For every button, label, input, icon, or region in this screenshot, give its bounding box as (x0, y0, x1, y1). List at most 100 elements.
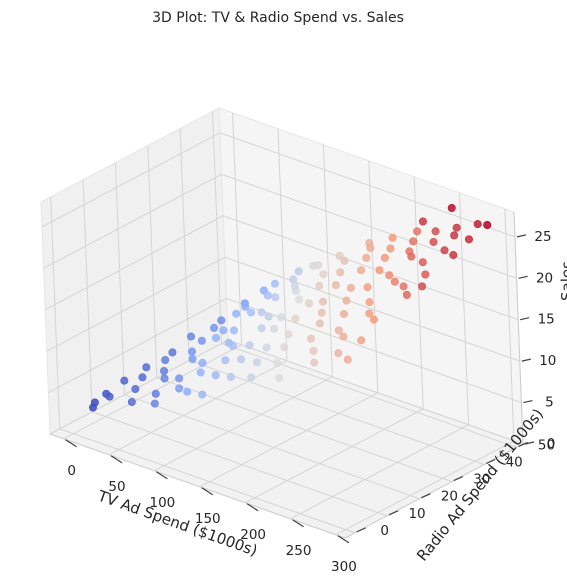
z-gridline (46, 256, 520, 362)
data-point (151, 389, 160, 398)
z-tick-mark (520, 317, 530, 321)
z-tick-mark (518, 275, 528, 279)
data-point (319, 270, 328, 279)
data-point (221, 356, 230, 365)
data-point (229, 326, 238, 335)
data-point (273, 359, 282, 368)
data-point (175, 384, 184, 393)
z-gridline (43, 173, 517, 279)
data-point (413, 227, 422, 236)
data-point (409, 237, 418, 246)
data-point (284, 330, 293, 339)
data-point (291, 287, 300, 296)
x-tick-label: 300 (331, 559, 357, 575)
data-point (335, 251, 344, 260)
data-point (346, 283, 355, 292)
y-tick-mark (388, 510, 399, 516)
data-point (305, 299, 314, 308)
x-tick-mark (246, 503, 259, 512)
data-point (310, 358, 319, 367)
data-point (291, 314, 300, 323)
z-axis-label: Sales (558, 261, 567, 301)
x-tick-label: 50 (108, 479, 125, 495)
chart-title: 3D Plot: TV & Radio Spend vs. Sales (152, 10, 404, 26)
y-tick-mark (421, 493, 431, 499)
data-point (309, 346, 318, 355)
data-point (418, 217, 427, 226)
data-point (390, 277, 399, 286)
x-tick-label: 150 (195, 511, 221, 527)
data-point (264, 312, 273, 321)
data-point (315, 319, 324, 328)
gridlines (41, 111, 524, 536)
data-point (280, 343, 289, 352)
data-point (212, 333, 221, 342)
data-point (307, 334, 316, 343)
data-point (88, 403, 97, 412)
data-point (450, 231, 459, 240)
data-point (142, 363, 151, 372)
data-point (319, 297, 328, 306)
data-point (365, 309, 374, 318)
data-point (339, 309, 348, 318)
y-tick-label: 40 (506, 455, 523, 471)
data-point (336, 268, 345, 277)
data-point (197, 336, 206, 345)
data-point (161, 356, 170, 365)
data-point (440, 246, 449, 255)
data-point (247, 308, 256, 317)
data-point (131, 385, 140, 394)
data-point (342, 296, 351, 305)
data-point (270, 324, 279, 333)
data-point (334, 326, 343, 335)
data-point (289, 275, 298, 284)
data-point (187, 332, 196, 341)
x-tick-mark (292, 519, 304, 528)
data-point (168, 348, 177, 357)
data-point (263, 291, 272, 300)
data-point (219, 326, 228, 335)
x-tick-mark (65, 439, 77, 448)
z-gridline (41, 132, 516, 238)
data-point (357, 266, 366, 275)
data-point (257, 324, 266, 333)
z-tick-label: 15 (538, 312, 555, 328)
x-axis-line (49, 433, 346, 539)
data-point (473, 220, 482, 229)
data-point (385, 271, 394, 280)
z-axis-line (513, 211, 524, 445)
data-point (431, 227, 440, 236)
data-point (399, 282, 408, 291)
data-point (314, 261, 323, 270)
y-tick-label: 30 (473, 472, 490, 488)
data-point (271, 293, 280, 302)
x-tick-label: 0 (67, 463, 76, 479)
data-point (257, 308, 266, 317)
data-point (317, 308, 326, 317)
data-point (331, 281, 340, 290)
data-points (88, 204, 492, 412)
data-point (388, 233, 397, 242)
data-point (175, 374, 184, 383)
data-point (138, 373, 147, 382)
y-tick-label: 20 (441, 489, 458, 505)
y-tick-mark (356, 527, 366, 533)
data-point (447, 204, 456, 213)
data-point (270, 279, 279, 288)
data-point (211, 371, 220, 380)
data-point (449, 251, 458, 260)
data-point (120, 376, 129, 385)
data-point (375, 266, 384, 275)
data-point (217, 316, 226, 325)
z-tick-label: 25 (534, 229, 551, 245)
data-point (210, 323, 219, 332)
data-point (188, 347, 197, 356)
data-point (277, 313, 286, 322)
data-point (237, 355, 246, 364)
data-point (339, 332, 348, 341)
y-tick-mark (485, 458, 496, 465)
data-point (357, 336, 366, 345)
data-point (160, 367, 169, 376)
